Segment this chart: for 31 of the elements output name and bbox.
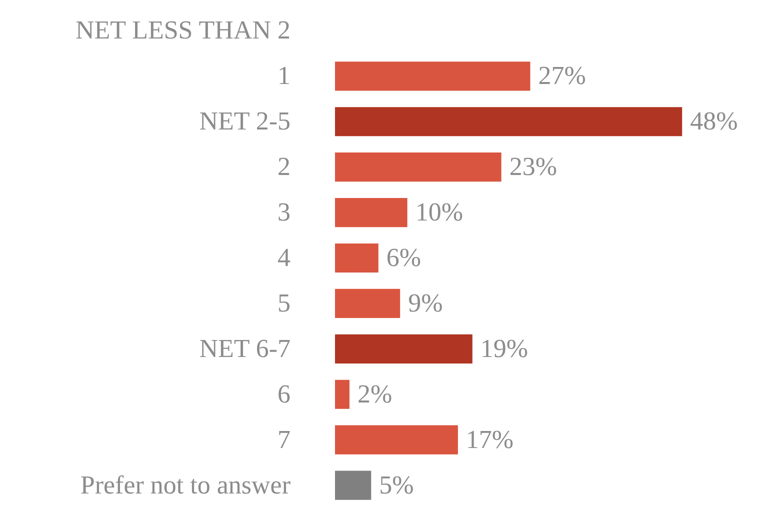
bar (335, 425, 458, 454)
y-tick-label: NET 6-7 (199, 334, 290, 363)
y-tick-label: 1 (278, 61, 290, 90)
y-tick-label: NET 2-5 (199, 106, 290, 136)
y-tick-label: 5 (278, 288, 290, 318)
bar (335, 107, 682, 136)
data-label: 6% (386, 243, 422, 272)
y-tick-label: 4 (278, 243, 290, 272)
data-label: 5% (379, 470, 414, 500)
data-label: 27% (538, 61, 586, 90)
bar (335, 470, 372, 500)
data-label: 17% (466, 424, 514, 454)
bar (335, 288, 400, 318)
y-tick-label: 2 (278, 152, 290, 182)
data-label: 10% (415, 198, 463, 227)
y-tick-label: 6 (278, 379, 290, 408)
bar (335, 380, 350, 409)
y-tick-label: 3 (278, 198, 290, 227)
bar (335, 243, 378, 273)
bar (335, 152, 502, 182)
data-label: 9% (408, 288, 443, 318)
y-tick-label: Prefer not to answer (80, 470, 291, 500)
data-label: 2% (357, 379, 392, 408)
bar (335, 62, 530, 91)
data-label: 23% (509, 152, 557, 182)
data-label: 19% (480, 334, 528, 363)
bar (335, 334, 472, 364)
y-tick-label: NET LESS THAN 2 (76, 16, 290, 45)
y-tick-label: 7 (278, 424, 290, 454)
bar (335, 198, 408, 228)
data-label: 48% (690, 106, 738, 136)
